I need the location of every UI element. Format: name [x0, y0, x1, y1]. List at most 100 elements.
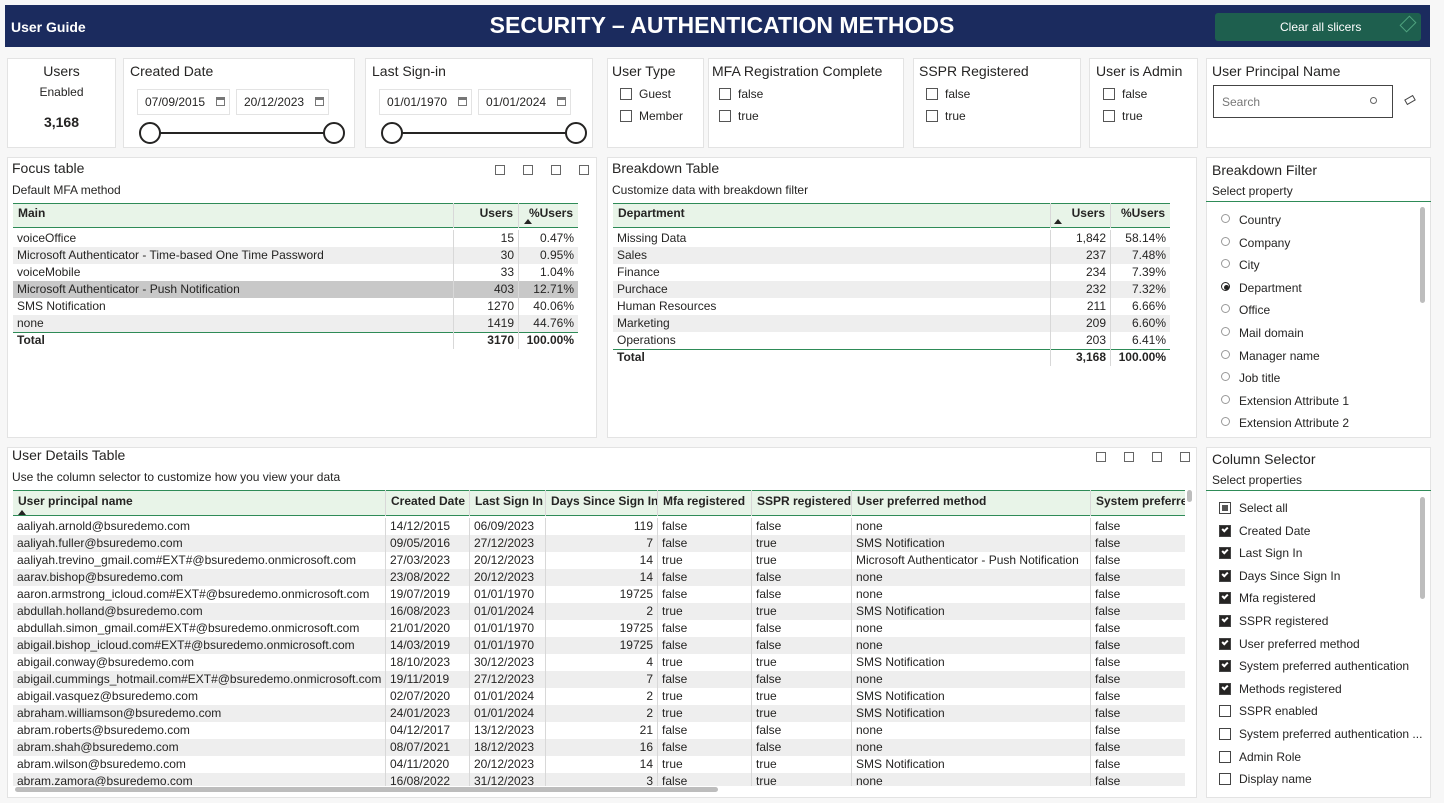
checkbox-label[interactable]: Display name	[1239, 772, 1312, 787]
checkbox-label[interactable]: Guest	[639, 87, 672, 101]
visual-icon[interactable]	[495, 165, 505, 175]
checkbox-label[interactable]: Member	[639, 109, 684, 123]
radio-label[interactable]: Office	[1239, 303, 1271, 318]
date-input[interactable]	[379, 89, 472, 115]
column-header[interactable]: Created Date	[385, 490, 469, 516]
table-row[interactable]	[13, 281, 578, 298]
table-row[interactable]	[13, 315, 578, 332]
checkbox[interactable]	[1103, 88, 1115, 100]
checkbox-label[interactable]: false	[945, 87, 971, 101]
checkbox-label[interactable]: User preferred method	[1239, 636, 1360, 651]
radio[interactable]	[1221, 372, 1230, 382]
slider-handle[interactable]	[565, 122, 587, 144]
checkbox[interactable]	[1219, 637, 1231, 650]
table-row[interactable]	[13, 705, 1185, 722]
checkbox-label[interactable]: Last Sign In	[1239, 546, 1303, 561]
scrollbar[interactable]	[1420, 497, 1425, 599]
radio-label[interactable]: Manager name	[1239, 348, 1320, 363]
checkbox-label[interactable]: Created Date	[1239, 523, 1311, 538]
table-row[interactable]	[13, 671, 1185, 688]
checkbox-label[interactable]: true	[1122, 109, 1143, 123]
checkbox[interactable]	[1219, 750, 1231, 763]
checkbox[interactable]	[1219, 569, 1231, 582]
user-guide-link[interactable]: User Guide	[11, 19, 86, 35]
column-header[interactable]: Users	[453, 203, 518, 228]
slider-handle[interactable]	[381, 122, 403, 144]
radio-label[interactable]: Extension Attribute 1	[1239, 393, 1350, 408]
checkbox[interactable]	[1219, 705, 1231, 718]
checkbox[interactable]	[1219, 524, 1231, 537]
table-row[interactable]	[13, 773, 1185, 786]
table-row[interactable]	[13, 569, 1185, 586]
table-row[interactable]	[613, 281, 1170, 298]
checkbox-label[interactable]: System preferred authentication	[1239, 659, 1410, 674]
checkbox[interactable]	[1219, 660, 1231, 673]
slider-handle[interactable]	[323, 122, 345, 144]
radio-label[interactable]: Country	[1239, 213, 1282, 227]
checkbox-label[interactable]: SSPR registered	[1239, 614, 1329, 628]
visual-icon[interactable]	[551, 165, 561, 175]
table-row[interactable]	[13, 603, 1185, 620]
radio[interactable]	[1221, 394, 1230, 404]
checkbox[interactable]	[1219, 547, 1231, 560]
checkbox[interactable]	[926, 110, 938, 122]
column-header[interactable]: Days Since Sign In	[545, 490, 657, 516]
visual-icon[interactable]	[1152, 452, 1162, 462]
checkbox-label[interactable]: Mfa registered	[1239, 591, 1316, 606]
radio[interactable]	[1221, 236, 1230, 246]
visual-icon[interactable]	[1180, 452, 1190, 462]
table-row[interactable]	[13, 637, 1185, 654]
checkbox[interactable]	[620, 110, 632, 122]
column-header[interactable]: Mfa registered	[657, 490, 751, 516]
radio[interactable]	[1221, 417, 1230, 427]
radio[interactable]	[1221, 304, 1230, 314]
checkbox[interactable]	[926, 88, 938, 100]
checkbox[interactable]	[1219, 682, 1231, 695]
visual-icon[interactable]	[1124, 452, 1134, 462]
checkbox-label[interactable]: Days Since Sign In	[1239, 568, 1341, 583]
scrollbar[interactable]	[1420, 207, 1425, 303]
checkbox-label[interactable]: Select all	[1239, 501, 1288, 515]
visual-icon[interactable]	[523, 165, 533, 175]
checkbox-label[interactable]: true	[738, 109, 759, 123]
date-input[interactable]	[478, 89, 571, 115]
date-input[interactable]	[236, 89, 329, 115]
checkbox-label[interactable]: Methods registered	[1239, 681, 1342, 696]
slider-handle[interactable]	[139, 122, 161, 144]
checkbox-label[interactable]: false	[738, 87, 764, 101]
column-header[interactable]: %Users	[1110, 203, 1170, 228]
checkbox-label[interactable]: false	[1122, 87, 1148, 101]
table-row[interactable]	[613, 247, 1170, 264]
checkbox[interactable]	[1219, 592, 1231, 605]
column-header[interactable]: User principal name	[18, 494, 133, 508]
column-header[interactable]: Main	[18, 206, 46, 220]
column-header[interactable]: Last Sign In	[469, 490, 545, 516]
checkbox-label[interactable]: SSPR enabled	[1239, 704, 1318, 719]
checkbox[interactable]	[1219, 773, 1231, 786]
checkbox-label[interactable]: System preferred authentication ...	[1239, 727, 1423, 741]
checkbox[interactable]	[719, 88, 731, 100]
checkbox-label[interactable]: true	[945, 109, 966, 123]
scrollbar[interactable]	[15, 787, 718, 792]
visual-icon[interactable]	[579, 165, 589, 175]
column-header[interactable]: %Users	[518, 203, 578, 228]
radio-label[interactable]: Job title	[1239, 371, 1281, 386]
checkbox-label[interactable]: Admin Role	[1239, 749, 1302, 764]
checkbox[interactable]	[1103, 110, 1115, 122]
checkbox[interactable]	[719, 110, 731, 122]
scrollbar[interactable]	[1187, 490, 1192, 502]
radio-label[interactable]: City	[1239, 258, 1260, 273]
column-header[interactable]: Users	[1050, 203, 1110, 228]
column-header[interactable]: System preferre	[1090, 490, 1185, 516]
radio-label[interactable]: Department	[1239, 280, 1302, 295]
radio-label[interactable]: Company	[1239, 235, 1291, 250]
radio[interactable]	[1221, 327, 1230, 336]
column-header[interactable]: User preferred method	[851, 490, 1090, 516]
table-row[interactable]	[13, 535, 1185, 552]
checkbox[interactable]	[620, 88, 632, 100]
date-input[interactable]	[137, 89, 230, 115]
radio[interactable]	[1221, 214, 1230, 223]
clear-button[interactable]: Clear all slicers	[1215, 13, 1421, 41]
column-header[interactable]: Department	[618, 206, 685, 220]
table-row[interactable]	[13, 247, 578, 264]
